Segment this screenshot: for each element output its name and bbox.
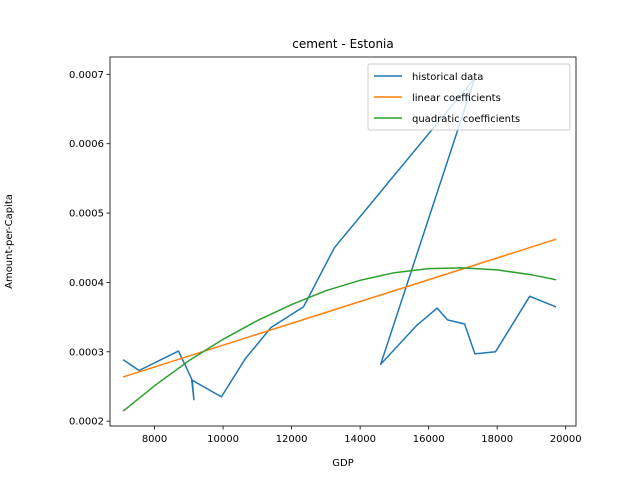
x-tick-label: 12000 — [276, 434, 308, 445]
x-tick-label: 16000 — [413, 434, 445, 445]
y-tick-label: 0.0002 — [69, 417, 104, 428]
legend: historical data linear coefficients quadra… — [367, 63, 571, 131]
legend-label: quadratic coefficients — [412, 114, 520, 125]
axis-ticks: 8000 10000 12000 14000 16000 18000 20000 0.0002… — [69, 70, 582, 445]
y-axis-label: Amount-per-Capita — [4, 194, 15, 289]
chart-title: cement - Estonia — [292, 37, 394, 51]
x-tick-label: 8000 — [142, 434, 167, 445]
y-tick-label: 0.0003 — [69, 347, 104, 358]
legend-label: linear coefficients — [412, 93, 501, 104]
series-line-linear-coefficients — [122, 238, 557, 378]
series-line-historical-data — [122, 77, 557, 401]
plot-frame — [109, 56, 577, 427]
x-tick-label: 14000 — [344, 434, 376, 445]
x-axis-label: GDP — [332, 458, 353, 469]
x-tick-label: 10000 — [207, 434, 239, 445]
y-tick-label: 0.0005 — [69, 209, 104, 220]
series-layer — [122, 77, 557, 412]
legend-box — [367, 63, 571, 131]
y-tick-label: 0.0007 — [69, 70, 104, 81]
x-tick-label: 18000 — [481, 434, 513, 445]
y-tick-label: 0.0004 — [69, 278, 104, 289]
x-tick-label: 20000 — [550, 434, 582, 445]
y-tick-label: 0.0006 — [69, 139, 104, 150]
legend-label: historical data — [412, 72, 483, 83]
series-line-quadratic-coefficients — [122, 267, 557, 412]
